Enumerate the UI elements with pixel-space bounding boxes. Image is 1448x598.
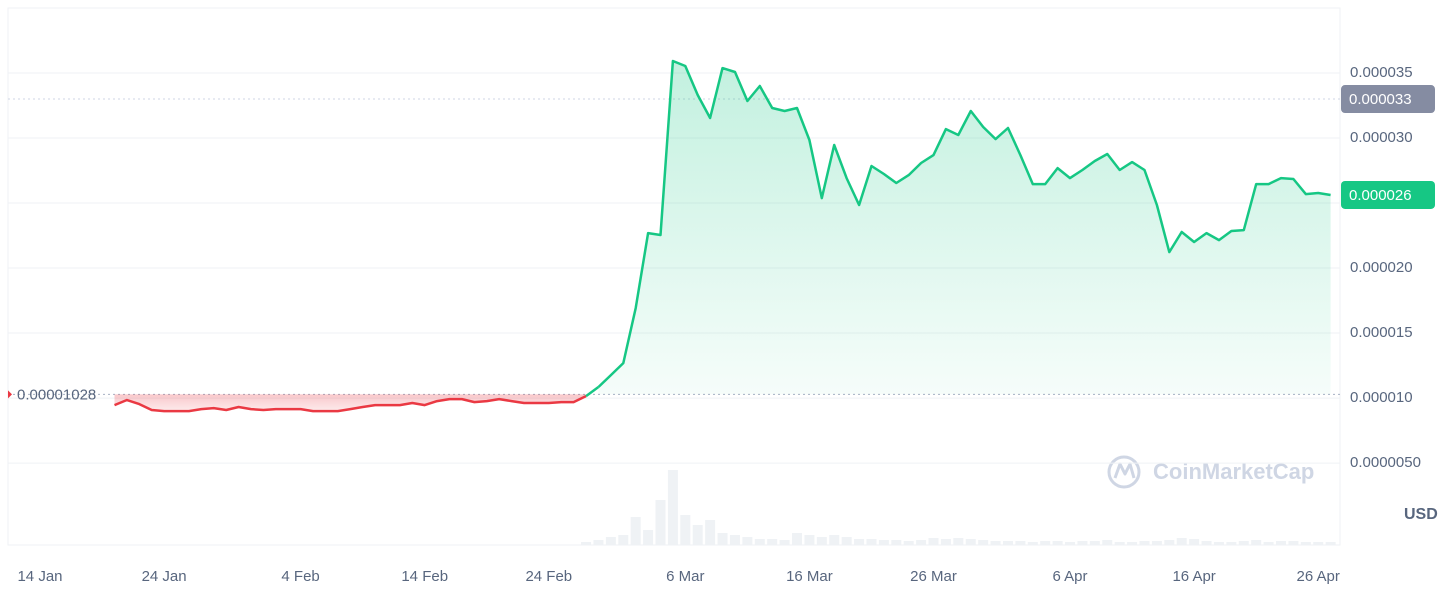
volume-bar — [854, 539, 865, 545]
volume-bar — [779, 540, 790, 545]
volume-bar — [1151, 541, 1162, 545]
volume-bar — [1065, 542, 1076, 545]
volume-bar — [618, 535, 629, 545]
volume-bar — [605, 537, 616, 545]
volume-bar — [1139, 541, 1150, 545]
volume-bar — [1002, 541, 1013, 545]
volume-bar — [630, 517, 641, 545]
volume-bar — [804, 535, 815, 545]
volume-bar — [829, 535, 840, 545]
volume-bar — [1313, 542, 1324, 545]
x-tick-label: 14 Feb — [401, 568, 448, 585]
volume-bar — [953, 538, 964, 545]
volume-bar — [767, 539, 778, 545]
volume-bar — [1288, 541, 1299, 545]
volume-bar — [965, 539, 976, 545]
open-marker — [8, 390, 12, 399]
volume-bar — [1077, 541, 1088, 545]
x-tick-label: 24 Feb — [525, 568, 572, 585]
volume-bar — [1027, 542, 1038, 545]
volume-bar — [692, 525, 703, 545]
current-price-text: 0.000026 — [1349, 187, 1412, 204]
volume-bar — [1263, 542, 1274, 545]
volume-bar — [1164, 540, 1175, 545]
price-line — [114, 394, 587, 413]
volume-bar — [667, 470, 678, 545]
volume-bar — [891, 540, 902, 545]
marked-price-text: 0.000033 — [1349, 91, 1412, 108]
volume-bar — [866, 539, 877, 545]
line-connector — [585, 386, 600, 398]
volume-bar — [1015, 541, 1026, 545]
y-tick-label: 0.0000050 — [1350, 454, 1421, 471]
volume-bar — [792, 533, 803, 545]
y-tick-label: 0.000010 — [1350, 389, 1413, 406]
volume-bar — [940, 539, 951, 545]
volume-bar — [1226, 542, 1237, 545]
volume-bar — [581, 542, 592, 545]
current-price-badge — [1341, 180, 1435, 209]
volume-bar — [593, 540, 604, 545]
volume-bar — [1251, 540, 1262, 545]
marked-price-badge — [1341, 85, 1435, 114]
volume-bar — [1040, 541, 1051, 545]
volume-bar — [816, 537, 827, 545]
volume-bar — [1276, 541, 1286, 545]
x-tick-label: 6 Apr — [1053, 568, 1088, 585]
x-tick-label: 26 Mar — [910, 568, 957, 585]
volume-bar — [754, 539, 765, 545]
x-tick-label: 16 Mar — [786, 568, 833, 585]
volume-bar — [990, 541, 1001, 545]
volume-bar — [1102, 540, 1113, 545]
x-tick-label: 24 Jan — [142, 568, 187, 585]
x-tick-label: 14 Jan — [17, 568, 62, 585]
unit-label: USD — [1404, 506, 1438, 523]
y-tick-label: 0.000020 — [1350, 259, 1413, 276]
volume-bar — [1052, 541, 1063, 545]
open-price-label: 0.00001028 — [17, 386, 96, 403]
volume-bar — [1201, 541, 1212, 545]
area — [114, 394, 586, 412]
volume-bar — [717, 533, 728, 545]
volume-bar — [978, 540, 989, 545]
volume-bar — [1127, 542, 1138, 545]
volume-bar — [878, 540, 889, 545]
volume-bar — [903, 541, 914, 545]
volume-bar — [680, 515, 691, 545]
volume-bar — [916, 540, 927, 545]
volume-bar — [1300, 542, 1311, 545]
volume-bar — [1189, 539, 1200, 545]
volume-bar — [1325, 542, 1336, 545]
x-tick-label: 16 Apr — [1172, 568, 1215, 585]
volume-bar — [742, 537, 753, 545]
watermark-text: CoinMarketCap — [1153, 459, 1314, 484]
volume-bar — [729, 535, 740, 545]
watermark: CoinMarketCap — [1107, 455, 1314, 489]
price-line — [597, 59, 1331, 388]
area — [598, 61, 1331, 395]
x-tick-label: 26 Apr — [1297, 568, 1340, 585]
volume-bar — [1238, 541, 1249, 545]
volume-bar — [1114, 542, 1125, 545]
x-tick-label: 4 Feb — [281, 568, 319, 585]
y-tick-label: 0.000015 — [1350, 324, 1413, 341]
volume-bar — [928, 538, 939, 545]
volume-bar — [1176, 538, 1187, 545]
volume-bar — [643, 530, 654, 545]
volume-bar — [1213, 542, 1224, 545]
volume-bar — [705, 520, 716, 545]
y-tick-label: 0.000035 — [1350, 64, 1413, 81]
volume-bar — [655, 500, 666, 545]
volume-bar — [841, 537, 852, 545]
x-tick-label: 6 Mar — [666, 568, 704, 585]
volume-bar — [1089, 541, 1100, 545]
y-tick-label: 0.000030 — [1350, 129, 1413, 146]
